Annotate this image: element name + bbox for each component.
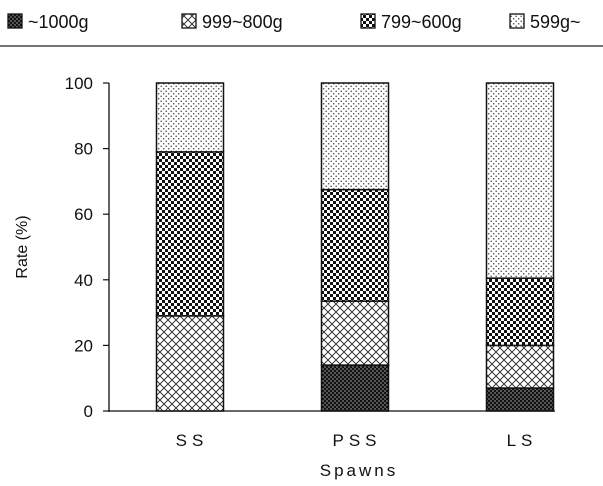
legend-swatch-3 [360,13,376,29]
legend-label-2: 999~800g [202,12,283,32]
x-tick-label-ls: LS [507,431,538,450]
bar-ss-segment-3 [155,151,225,317]
bar-ls-segment-4 [485,82,555,279]
bars: SS PSS LS [155,82,555,450]
y-tick-label-40: 40 [74,271,93,290]
legend-label-4: 599g~ [530,12,581,32]
y-tick-label-80: 80 [74,140,93,159]
bar-pss-segment-4 [320,82,390,191]
legend-label-3: 799~600g [381,12,462,32]
bar-ss-segment-2 [155,315,225,412]
bar-ls-segment-3 [485,277,555,347]
axes: 0 20 40 60 80 100 [65,74,555,421]
bar-ss-segment-4 [155,82,225,153]
bar-pss-segment-2 [320,300,390,366]
axis-labels: Rate (%) Spawns [14,215,398,480]
legend-label-1: ~1000g [28,12,89,32]
y-tick-label-100: 100 [65,74,93,93]
y-tick-label-0: 0 [84,402,93,421]
x-tick-label-ss: SS [176,431,209,450]
bar-ls-segment-2 [485,344,555,389]
bar-pss-segment-1 [320,364,390,412]
y-tick-label-60: 60 [74,205,93,224]
y-tick-label-20: 20 [74,336,93,355]
x-axis-title: Spawns [320,461,398,480]
bar-pss-segment-3 [320,188,390,302]
legend-swatch-2 [181,13,197,29]
y-axis-title: Rate (%) [14,215,31,278]
bar-ls-segment-1 [485,387,555,412]
legend-swatch-4 [509,13,525,29]
x-tick-label-pss: PSS [332,431,381,450]
legend: ~1000g 999~800g 799~600g 599g~ [0,12,603,47]
legend-swatch-1 [7,13,23,29]
